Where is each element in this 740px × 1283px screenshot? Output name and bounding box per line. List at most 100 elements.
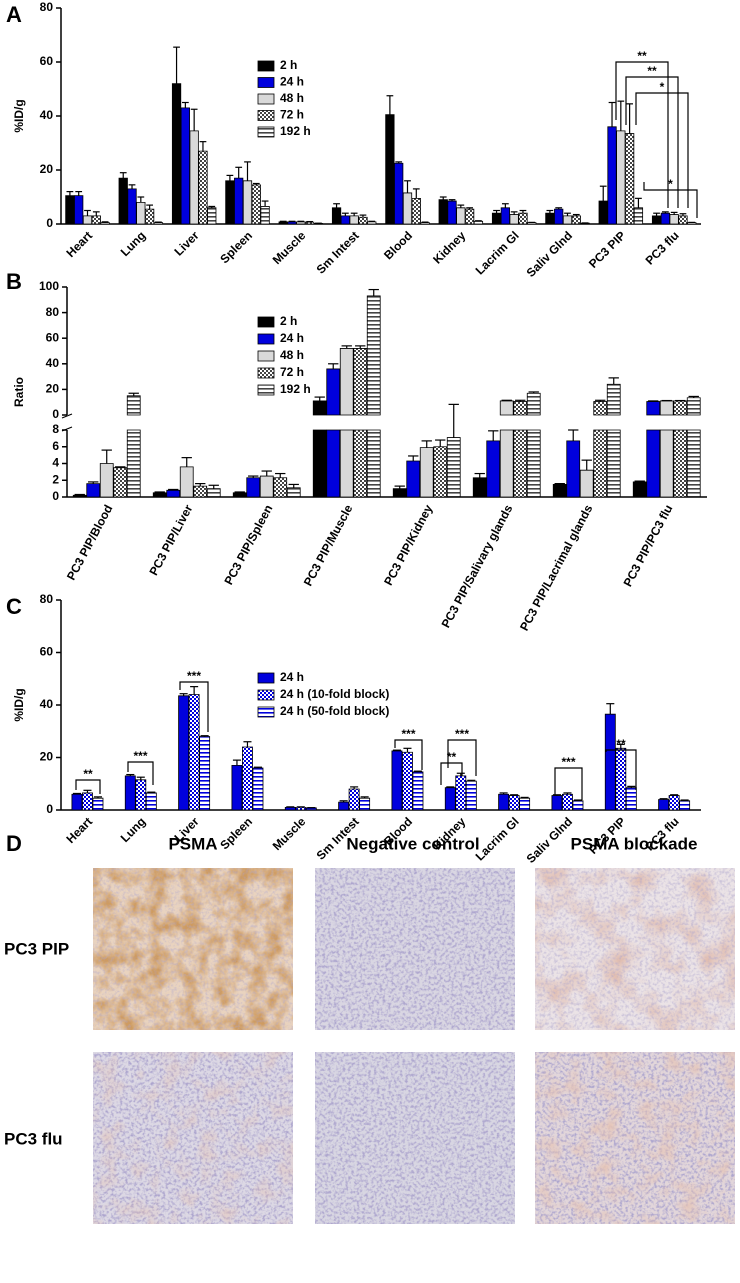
- bar: [259, 475, 274, 498]
- bar: [571, 215, 581, 225]
- error-bar: [261, 200, 269, 207]
- error-bar: [235, 166, 243, 179]
- legend-swatch: [257, 316, 275, 328]
- bar: [616, 130, 626, 225]
- error-bar: [339, 800, 348, 803]
- error-bar: [680, 799, 689, 801]
- error-bar: [286, 806, 295, 808]
- significance-bracket: [179, 681, 209, 732]
- bar: [338, 801, 350, 811]
- bar: [412, 771, 424, 811]
- bar: [199, 736, 211, 811]
- error-bar: [155, 221, 162, 223]
- bar: [260, 206, 270, 225]
- bar: [633, 207, 644, 225]
- y-tick-label: 4: [52, 456, 59, 470]
- error-bar: [606, 703, 615, 715]
- error-bar: [248, 475, 259, 478]
- error-bar: [72, 792, 81, 795]
- bar: [456, 207, 466, 225]
- error-bar: [368, 220, 376, 222]
- bar: [92, 797, 104, 811]
- significance-bracket: [440, 762, 463, 785]
- legend-swatch: [257, 350, 275, 362]
- panel-label: A: [6, 2, 22, 27]
- column-title: PSMA blockade: [571, 834, 698, 853]
- bar: [71, 793, 83, 811]
- y-tick-label: 80: [46, 305, 60, 319]
- error-bar: [679, 213, 687, 216]
- error-bar: [581, 459, 592, 471]
- bar: [406, 460, 421, 498]
- bar: [312, 400, 327, 498]
- error-bar: [599, 185, 607, 202]
- error-bar: [208, 205, 216, 208]
- error-bar: [83, 789, 92, 793]
- x-tick-label: Lung: [118, 228, 149, 259]
- bar: [491, 212, 502, 225]
- x-tick-label: Spleen: [217, 228, 255, 266]
- x-tick-label: PC3 PIP/Lacrimal glands: [517, 502, 596, 633]
- y-tick-label: 20: [40, 750, 54, 764]
- bar: [273, 477, 288, 498]
- error-bar: [659, 798, 668, 800]
- bar: [358, 216, 368, 225]
- error-bar: [314, 396, 325, 401]
- bar: [366, 295, 381, 498]
- error-bar: [413, 770, 422, 772]
- error-bar: [520, 796, 529, 799]
- y-tick-label: 80: [40, 592, 54, 606]
- bar: [687, 222, 697, 225]
- bar: [402, 751, 413, 811]
- error-bar: [515, 399, 526, 402]
- bar: [179, 466, 194, 498]
- error-bar: [421, 440, 432, 448]
- bar: [552, 484, 567, 498]
- bar: [562, 215, 573, 225]
- error-bar: [403, 747, 412, 753]
- column-title: Negative control: [346, 834, 479, 853]
- bar: [579, 469, 594, 498]
- bar: [234, 177, 244, 225]
- y-tick-label: 0: [52, 407, 59, 421]
- error-bar: [688, 395, 699, 398]
- error-bar: [66, 191, 74, 196]
- error-bar: [253, 766, 262, 768]
- error-bar: [573, 799, 582, 801]
- error-bar: [92, 211, 100, 216]
- legend-swatch: [257, 110, 275, 121]
- significance-label: ***: [455, 727, 469, 741]
- legend-label: 72 h: [280, 365, 304, 379]
- x-tick-label: PC3 PIP/PC3 flu: [621, 502, 676, 589]
- significance-label: ***: [133, 749, 147, 763]
- significance-label: **: [647, 64, 657, 78]
- error-bar: [154, 491, 165, 493]
- x-tick-label: Saliv Glnd: [524, 228, 575, 279]
- x-tick-label: Spleen: [217, 814, 255, 852]
- bar: [519, 797, 531, 811]
- error-bar: [296, 806, 305, 808]
- bar: [632, 481, 647, 498]
- bar: [225, 180, 235, 225]
- bar: [473, 220, 484, 225]
- bar: [598, 200, 608, 225]
- error-bar: [595, 399, 606, 402]
- error-bar: [661, 211, 669, 214]
- error-bar: [146, 204, 154, 210]
- bar: [326, 368, 341, 498]
- bar: [278, 221, 288, 225]
- y-axis-label: %ID/g: [12, 99, 26, 132]
- error-bar: [195, 483, 206, 487]
- error-bar: [243, 741, 252, 747]
- error-bar: [501, 399, 512, 401]
- legend-label: 48 h: [280, 348, 304, 362]
- bar: [572, 800, 584, 811]
- significance-bracket: [625, 76, 679, 208]
- error-bar: [488, 430, 499, 441]
- legend-label: 72 h: [280, 108, 304, 122]
- bar: [566, 440, 581, 498]
- error-bar: [181, 101, 189, 108]
- significance-bracket: [615, 61, 669, 208]
